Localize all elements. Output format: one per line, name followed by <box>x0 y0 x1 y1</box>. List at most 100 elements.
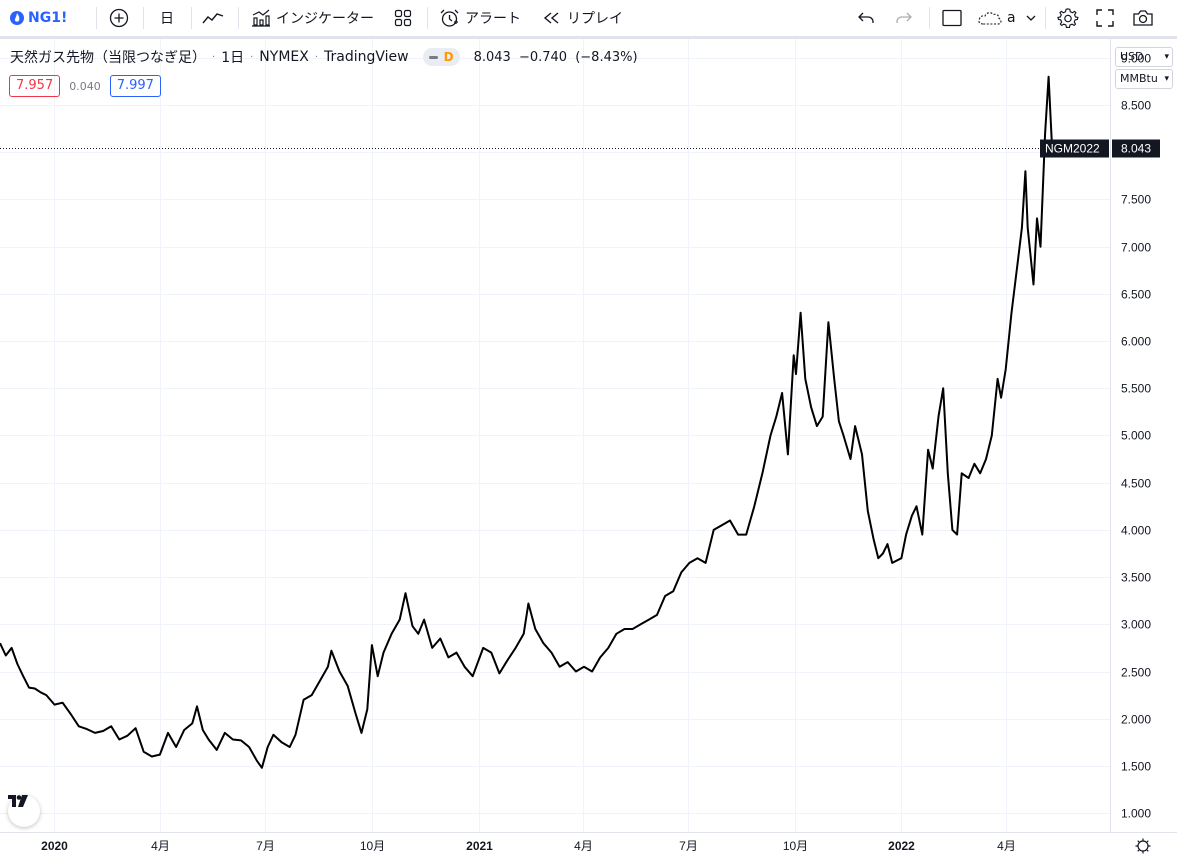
line-chart-icon <box>202 13 224 24</box>
last-price-label: NGM2022 8.043 <box>1040 139 1160 158</box>
layout-name-label: a <box>1007 10 1016 26</box>
alert-button[interactable]: アラート <box>439 0 521 36</box>
legend-last-value: 8.043 <box>473 49 511 65</box>
legend-separator: · <box>314 51 319 63</box>
y-tick-label: 2.500 <box>1121 666 1151 680</box>
y-tick-label: 1.000 <box>1121 807 1151 821</box>
y-tick-label: 8.500 <box>1121 99 1151 113</box>
top-toolbar: NG1! 日 インジケーター <box>0 0 1177 39</box>
quote-panel: 7.957 0.040 7.997 <box>9 75 161 97</box>
flame-icon <box>10 11 24 25</box>
symbol-price-tag-text: NGM2022 <box>1045 142 1100 156</box>
gear-icon <box>1057 8 1079 28</box>
toolbar-divider <box>143 7 144 29</box>
legend-source: TradingView <box>324 49 409 65</box>
toolbar-divider <box>191 7 192 29</box>
x-tick-label: 7月 <box>679 839 698 853</box>
gear-icon[interactable] <box>1137 840 1149 852</box>
spread-value: 0.040 <box>69 79 101 93</box>
symbol-price-tag <box>1040 139 1109 158</box>
time-axis[interactable]: 2020 4月 7月 10月 2021 4月 7月 10月 2022 4月 <box>41 839 1016 853</box>
legend-interval: 1日 <box>221 50 245 66</box>
grid-icon <box>394 9 412 27</box>
legend-values: 8.043 −0.740 (−8.43%) <box>474 50 638 65</box>
delayed-data-badge[interactable]: D <box>422 48 460 66</box>
indicators-button[interactable]: インジケーター <box>251 0 374 36</box>
legend-change: −0.740 <box>518 49 568 65</box>
price-chart[interactable]: 1.000 1.500 2.000 2.500 3.000 3.500 4.000 4.500… <box>0 39 1177 863</box>
chart-legend: 天然ガス先物（当限つなぎ足） · 1日 · NYMEX · TradingVie… <box>10 47 638 67</box>
toolbar-divider <box>96 7 97 29</box>
y-tick-label: 9.000 <box>1121 52 1151 66</box>
x-tick-label: 7月 <box>256 839 275 853</box>
legend-separator: · <box>212 51 216 63</box>
compare-symbol-button[interactable] <box>109 0 129 36</box>
chevron-down-icon: ▾ <box>1164 52 1169 62</box>
x-tick-label: 2022 <box>888 839 915 853</box>
x-tick-label: 4月 <box>997 839 1016 853</box>
time-axis-settings-button[interactable] <box>1135 838 1151 854</box>
y-tick-label: 2.000 <box>1121 713 1151 727</box>
price-axis[interactable]: 1.000 1.500 2.000 2.500 3.000 3.500 4.000 4.500… <box>1121 52 1151 821</box>
alert-label: アラート <box>465 11 521 27</box>
y-tick-label: 5.500 <box>1121 382 1151 396</box>
y-tick-label: 4.000 <box>1121 524 1151 538</box>
price-axis-tag-text: 8.043 <box>1121 142 1151 156</box>
grid-lines <box>0 39 1110 832</box>
layout-menu-button[interactable] <box>1025 0 1037 36</box>
y-tick-label: 3.500 <box>1121 571 1151 585</box>
ask-price-button[interactable]: 7.997 <box>109 75 161 97</box>
undo-button[interactable] <box>857 0 875 36</box>
x-tick-label: 10月 <box>360 839 385 853</box>
series-line <box>0 75 1054 769</box>
chart-area[interactable]: 1.000 1.500 2.000 2.500 3.000 3.500 4.000 4.500… <box>0 39 1177 863</box>
toolbar-divider <box>238 7 239 29</box>
x-tick-label: 4月 <box>574 839 593 853</box>
unit-value: MMBtu <box>1120 72 1158 85</box>
symbol-search-button[interactable]: NG1! <box>10 0 67 36</box>
currency-value: USD <box>1120 50 1144 63</box>
bid-price-button[interactable]: 7.957 <box>9 75 61 97</box>
replay-button[interactable]: リプレイ <box>543 0 623 36</box>
undo-icon <box>858 12 874 23</box>
square-icon <box>942 9 962 27</box>
currency-select[interactable]: USD ▾ <box>1115 47 1173 67</box>
redo-button[interactable] <box>895 0 913 36</box>
snapshot-button[interactable] <box>1132 0 1154 36</box>
tv-logo-mark <box>8 795 28 807</box>
plus-circle-icon <box>109 8 129 28</box>
layout-name-button[interactable]: a <box>977 0 1016 36</box>
x-tick-label: 2021 <box>466 839 493 853</box>
tradingview-logo-icon[interactable] <box>8 795 40 827</box>
y-tick-label: 7.500 <box>1121 193 1151 207</box>
x-tick-label: 4月 <box>151 839 170 853</box>
x-tick-label: 10月 <box>783 839 808 853</box>
fullscreen-layout-button[interactable] <box>942 0 962 36</box>
toolbar-divider <box>1045 7 1046 29</box>
indicators-icon <box>252 9 270 27</box>
interval-button[interactable]: 日 <box>160 0 174 36</box>
layouts-button[interactable] <box>394 0 412 36</box>
y-tick-label: 6.000 <box>1121 335 1151 349</box>
chevron-down-icon <box>1026 15 1036 21</box>
y-tick-label: 5.000 <box>1121 429 1151 443</box>
minus-icon <box>428 55 438 59</box>
y-tick-label: 4.500 <box>1121 477 1151 491</box>
legend-exchange: NYMEX <box>259 49 309 65</box>
settings-button[interactable] <box>1057 0 1079 36</box>
replay-label: リプレイ <box>567 11 623 27</box>
fullscreen-button[interactable] <box>1096 0 1114 36</box>
price-axis-tag <box>1112 139 1160 158</box>
y-tick-label: 1.500 <box>1121 760 1151 774</box>
cloud-icon <box>978 12 1002 25</box>
y-tick-label: 6.500 <box>1121 288 1151 302</box>
chevron-down-icon: ▾ <box>1164 74 1169 84</box>
indicators-label: インジケーター <box>276 11 374 27</box>
delayed-badge-label: D <box>443 50 454 64</box>
chart-type-button[interactable] <box>202 0 224 36</box>
y-tick-label: 3.000 <box>1121 618 1151 632</box>
unit-select[interactable]: MMBtu ▾ <box>1115 69 1173 89</box>
redo-icon <box>896 12 912 23</box>
unit-controls: USD ▾ MMBtu ▾ <box>1115 47 1173 91</box>
legend-title[interactable]: 天然ガス先物（当限つなぎ足） <box>10 50 206 66</box>
